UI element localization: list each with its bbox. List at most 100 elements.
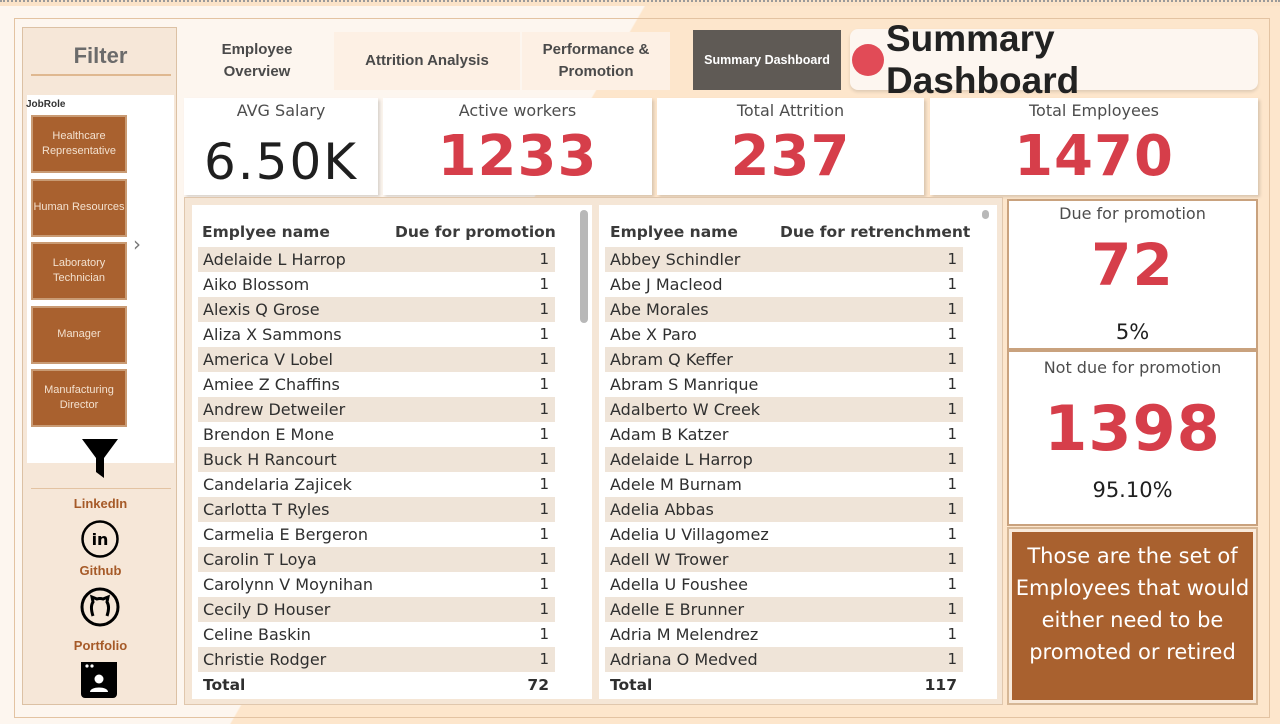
promotion-employee-name: Aliza X Sammons [203,325,342,344]
retrenchment-row-value: 1 [947,300,957,318]
retrenchment-row-value: 1 [947,375,957,393]
promotion-table-row[interactable]: Buck H Rancourt 1 [198,447,555,472]
promotion-table-row[interactable]: Carlotta T Ryles 1 [198,497,555,522]
kpi-total-attrition: Total Attrition 237 [657,98,924,195]
promotion-col-value[interactable]: Due for promotion [395,223,556,241]
promotion-row-value: 1 [539,300,549,318]
retrenchment-row-value: 1 [947,600,957,618]
page-title: Summary Dashboard [885,17,1080,101]
promotion-table-row[interactable]: Aiko Blossom 1 [198,272,555,297]
promotion-table-scrollbar[interactable] [580,210,588,323]
promotion-row-value: 1 [539,250,549,268]
promotion-table: Emplyee name Due for promotion Adelaide … [192,205,592,699]
retrenchment-table-row[interactable]: Abe Morales 1 [605,297,963,322]
retrenchment-employee-name: Abbey Schindler [610,250,741,269]
retrenchment-table-row[interactable]: Adelle E Brunner 1 [605,597,963,622]
promotion-row-value: 1 [539,525,549,543]
promotion-table-row[interactable]: Amiee Z Chaffins 1 [198,372,555,397]
portfolio-icon[interactable] [81,662,117,702]
report-frame [14,18,1270,718]
retrenchment-row-value: 1 [947,325,957,343]
retrenchment-employee-name: Abram Q Keffer [610,350,733,369]
promotion-table-row[interactable]: Aliza X Sammons 1 [198,322,555,347]
kpi-total-attrition-value: 237 [730,124,851,189]
retrenchment-employee-name: Adelia Abbas [610,500,714,519]
retrenchment-table-row[interactable]: Adalberto W Creek 1 [605,397,963,422]
retrenchment-col-value[interactable]: Due for retrenchment [780,223,971,241]
retrenchment-table-row[interactable]: Abe J Macleod 1 [605,272,963,297]
jobrole-laboratory-technician[interactable]: Laboratory Technician [31,242,127,300]
retrenchment-table-row[interactable]: Abram Q Keffer 1 [605,347,963,372]
promotion-employee-name: Brendon E Mone [203,425,335,444]
kpi-avg-salary: AVG Salary 6.50K [184,98,378,195]
promotion-row-value: 1 [539,400,549,418]
promotion-table-row[interactable]: Christie Rodger 1 [198,647,555,672]
retrenchment-row-value: 1 [947,350,957,368]
due-promotion-card: Due for promotion 72 5% [1007,199,1258,350]
tab-attrition-analysis[interactable]: Attrition Analysis [334,32,520,90]
funnel-icon[interactable] [81,438,119,484]
portfolio-label: Portfolio [73,638,128,653]
promotion-table-row[interactable]: Alexis Q Grose 1 [198,297,555,322]
retrenchment-table-row[interactable]: Adele M Burnam 1 [605,472,963,497]
promotion-table-total-row: Total 72 [198,673,555,699]
promotion-employee-name: Carlotta T Ryles [203,500,330,519]
retrenchment-employee-name: Adella U Foushee [610,575,748,594]
retrenchment-table-total-row: Total 117 [605,673,963,699]
promotion-table-row[interactable]: Celine Baskin 1 [198,622,555,647]
chevron-right-icon[interactable]: › [133,232,141,256]
promotion-row-value: 1 [539,350,549,368]
retrenchment-table-row[interactable]: Adell W Trower 1 [605,547,963,572]
kpi-avg-salary-value: 6.50K [203,133,359,191]
retrenchment-table-row[interactable]: Adelia Abbas 1 [605,497,963,522]
retrenchment-employee-name: Adelle E Brunner [610,600,745,619]
github-icon[interactable] [79,586,121,632]
retrenchment-table-row[interactable]: Adriana O Medved 1 [605,647,963,672]
promotion-row-value: 1 [539,475,549,493]
retrenchment-col-name[interactable]: Emplyee name [610,223,738,241]
promotion-table-row[interactable]: Brendon E Mone 1 [198,422,555,447]
tab-employee-overview[interactable]: Employee Overview [221,41,293,80]
retrenchment-table-row[interactable]: Adam B Katzer 1 [605,422,963,447]
retrenchment-table-row[interactable]: Adelaide L Harrop 1 [605,447,963,472]
retrenchment-employee-name: Abram S Manrique [610,375,759,394]
jobrole-manufacturing-director[interactable]: Manufacturing Director [31,369,127,427]
promotion-row-value: 1 [539,650,549,668]
promotion-table-row[interactable]: Cecily D Houser 1 [198,597,555,622]
promotion-table-row[interactable]: Carolynn V Moynihan 1 [198,572,555,597]
retrenchment-table-row[interactable]: Abram S Manrique 1 [605,372,963,397]
promotion-row-value: 1 [539,450,549,468]
jobrole-human-resources[interactable]: Human Resources [31,179,127,237]
retrenchment-table-scrollbar[interactable] [982,210,989,219]
promotion-table-row[interactable]: Adelaide L Harrop 1 [198,247,555,272]
retrenchment-employee-name: Adalberto W Creek [610,400,761,419]
kpi-total-employees-value: 1470 [1014,124,1174,189]
retrenchment-row-value: 1 [947,650,957,668]
retrenchment-row-value: 1 [947,250,957,268]
tab-performance-promotion[interactable]: Performance & Promotion [522,32,670,90]
retrenchment-table-row[interactable]: Adella U Foushee 1 [605,572,963,597]
promotion-row-value: 1 [539,325,549,343]
promotion-table-row[interactable]: Candelaria Zajicek 1 [198,472,555,497]
retrenchment-table-row[interactable]: Abbey Schindler 1 [605,247,963,272]
retrenchment-table-row[interactable]: Adelia U Villagomez 1 [605,522,963,547]
promotion-table-row[interactable]: Carmelia E Bergeron 1 [198,522,555,547]
promotion-employee-name: Celine Baskin [203,625,311,644]
retrenchment-table-row[interactable]: Abe X Paro 1 [605,322,963,347]
linkedin-icon[interactable]: in [80,519,120,563]
promotion-employee-name: Carolynn V Moynihan [203,575,374,594]
note-text: Those are the set of Employees that woul… [1012,532,1253,700]
retrenchment-table-row[interactable]: Adria M Melendrez 1 [605,622,963,647]
top-dotted-border [0,0,1280,6]
jobrole-healthcare-representative[interactable]: Healthcare Representative [31,115,127,173]
promotion-col-name[interactable]: Emplyee name [202,223,330,241]
promotion-table-row[interactable]: Carolin T Loya 1 [198,547,555,572]
promotion-table-row[interactable]: America V Lobel 1 [198,347,555,372]
jobrole-manager[interactable]: Manager [31,306,127,364]
retrenchment-employee-name: Abe Morales [610,300,709,319]
retrenchment-row-value: 1 [947,450,957,468]
promotion-table-row[interactable]: Andrew Detweiler 1 [198,397,555,422]
promotion-employee-name: Alexis Q Grose [203,300,320,319]
tab-summary-dashboard[interactable]: Summary Dashboard [693,30,841,90]
retrenchment-row-value: 1 [947,550,957,568]
